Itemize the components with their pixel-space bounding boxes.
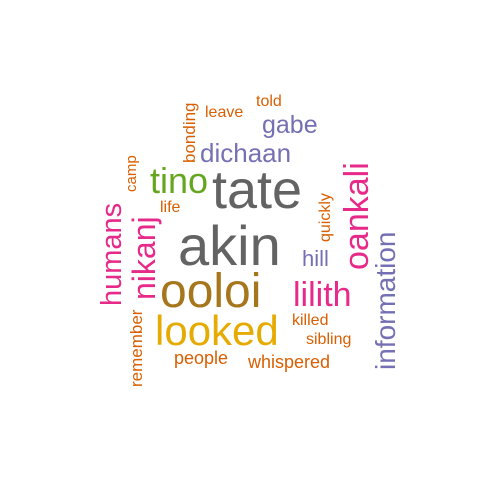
word-life: life: [160, 199, 181, 216]
word-told: told: [256, 93, 282, 110]
word-killed: killed: [292, 312, 329, 329]
word-hill: hill: [302, 246, 329, 271]
word-looked: looked: [155, 307, 279, 354]
word-oankali: oankali: [338, 162, 376, 270]
word-humans: humans: [96, 202, 128, 306]
word-quickly: quickly: [317, 193, 334, 242]
word-information: information: [370, 231, 401, 370]
word-tate: tate: [212, 160, 303, 220]
word-nikanj: nikanj: [126, 216, 162, 300]
word-bonding: bonding: [180, 102, 199, 163]
word-ooloi: ooloi: [160, 265, 262, 318]
word-sibling: sibling: [306, 331, 352, 348]
word-whispered: whispered: [248, 352, 331, 372]
word-akin: akin: [178, 214, 281, 277]
word-camp: camp: [123, 155, 140, 192]
word-remember: remember: [127, 309, 146, 387]
word-leave: leave: [205, 104, 244, 121]
word-dichaan: dichaan: [200, 138, 292, 168]
word-gabe: gabe: [262, 111, 318, 139]
word-people: people: [174, 348, 229, 368]
word-lilith: lilith: [293, 276, 352, 314]
word-tino: tino: [150, 160, 209, 201]
